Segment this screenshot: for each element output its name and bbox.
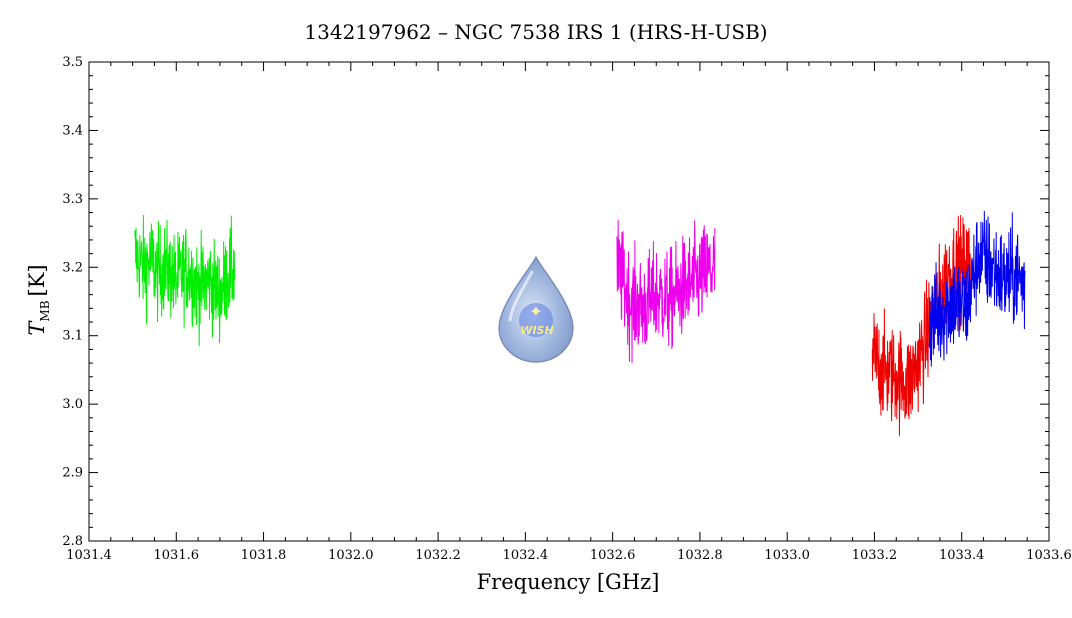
series-line-0 — [134, 215, 236, 347]
y-tick-label: 3.3 — [62, 192, 83, 207]
y-axis-label-main: T — [25, 320, 49, 336]
wish-star-icon: ✦ — [529, 302, 542, 321]
y-tick-label: 3.5 — [62, 55, 83, 70]
y-tick-label: 3.1 — [62, 329, 83, 344]
y-tick-label: 3.4 — [62, 123, 83, 138]
x-tick-label: 1033.4 — [939, 548, 985, 563]
x-tick-label: 1032.8 — [677, 548, 723, 563]
x-tick-label: 1031.4 — [66, 548, 112, 563]
series-layer — [134, 210, 1026, 436]
series-line-3 — [928, 210, 1026, 367]
y-tick-label: 2.8 — [62, 534, 83, 549]
y-axis-label-sub: MB — [38, 300, 52, 321]
chart-title: 1342197962 – NGC 7538 IRS 1 (HRS-H-USB) — [304, 20, 767, 44]
y-tick-label: 3.0 — [62, 397, 83, 412]
y-tick-label: 3.2 — [62, 260, 83, 275]
x-tick-label: 1032.6 — [590, 548, 636, 563]
x-tick-label: 1033.0 — [764, 548, 810, 563]
y-axis-label-unit: [K] — [25, 264, 49, 296]
x-tick-label: 1032.0 — [328, 548, 374, 563]
x-axis-ticks: 1031.4 1031.6 1031.8 1032.0 1032.2 1032.4 1032… — [66, 62, 1072, 563]
x-tick-label: 1032.2 — [415, 548, 461, 563]
x-axis-label: Frequency [GHz] — [477, 570, 660, 594]
svg-text:TMB[K]: TMB [K] — [25, 264, 52, 335]
x-tick-label: 1031.8 — [241, 548, 287, 563]
plot-frame — [88, 61, 1050, 542]
wish-logo: ✦ WISH — [498, 255, 574, 363]
y-axis-ticks: 2.8 2.9 3.0 3.1 3.2 3.3 3.4 3.5 — [62, 55, 1049, 549]
series-line-1 — [616, 220, 716, 363]
x-tick-label: 1033.6 — [1026, 548, 1072, 563]
y-axis-label: TMB [K] — [25, 264, 52, 335]
x-tick-label: 1033.2 — [852, 548, 898, 563]
x-tick-label: 1031.6 — [154, 548, 200, 563]
y-tick-label: 2.9 — [62, 466, 83, 481]
wish-logo-text: WISH — [520, 324, 553, 337]
x-tick-label: 1032.4 — [503, 548, 549, 563]
